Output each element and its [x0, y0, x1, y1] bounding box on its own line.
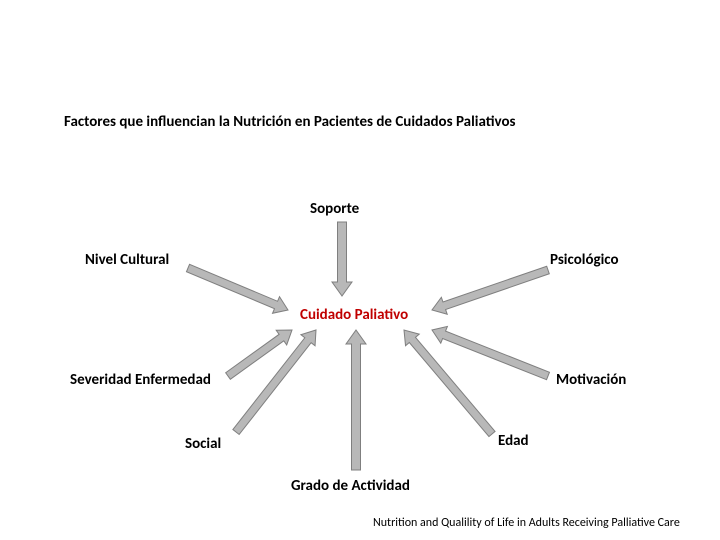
arrows-layer — [0, 0, 720, 540]
arrow-cultural — [185, 260, 292, 319]
arrow-psico — [429, 261, 551, 318]
arrow-soporte — [332, 222, 352, 296]
arrow-grado — [346, 330, 366, 470]
arrow-edad — [397, 324, 499, 440]
